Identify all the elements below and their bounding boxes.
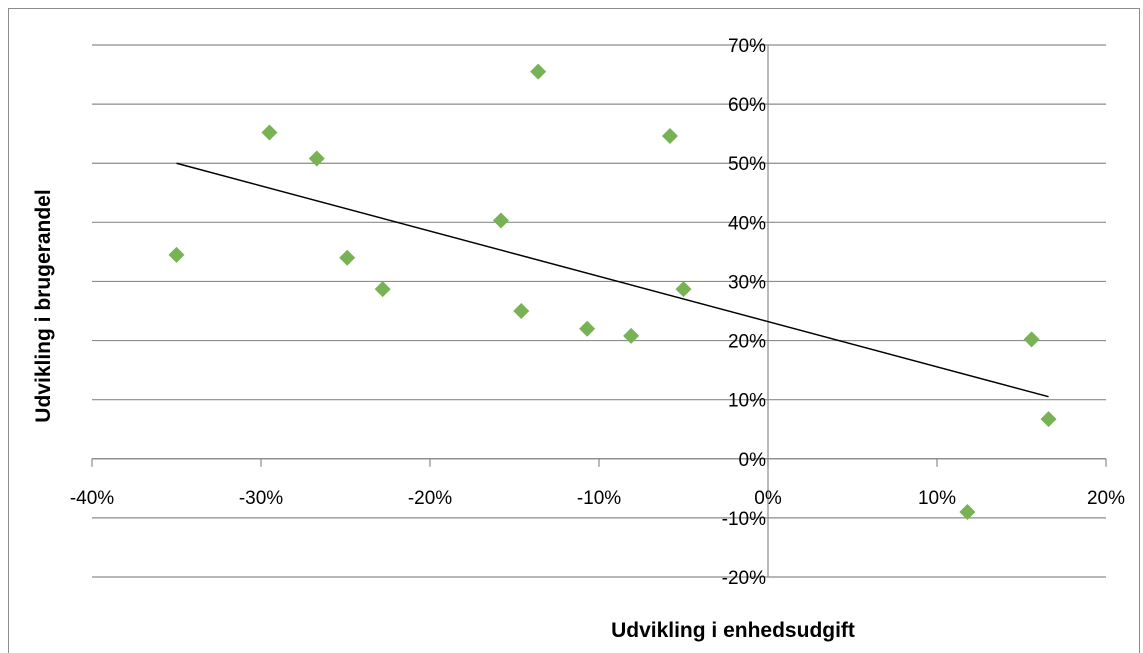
x-tick-label: -20% (408, 488, 452, 509)
data-point (959, 503, 976, 520)
x-tick-label: -30% (239, 488, 283, 509)
y-tick-label: -10% (722, 509, 766, 530)
y-tick-label: 30% (728, 272, 766, 293)
data-point (374, 281, 391, 298)
data-points (168, 63, 1057, 520)
data-point (168, 246, 185, 263)
y-tick-label: 40% (728, 213, 766, 234)
x-axis-title: Udvikling i enhedsudgift (611, 619, 855, 642)
x-tick-label: -10% (577, 488, 621, 509)
x-tick-label: 10% (918, 488, 956, 509)
data-point (492, 212, 509, 229)
x-tick-label: 20% (1087, 488, 1125, 509)
data-point (675, 281, 692, 298)
trendline (176, 162, 1049, 398)
x-tick-label: -40% (70, 488, 114, 509)
x-tick-label: 0% (754, 488, 782, 509)
y-tick-label: -20% (722, 568, 766, 589)
y-tick-label: 20% (728, 332, 766, 353)
data-point (1040, 411, 1057, 428)
y-tick-label: 0% (739, 450, 767, 471)
data-point (579, 320, 596, 337)
data-point (661, 128, 678, 145)
y-tick-label: 50% (728, 154, 766, 175)
y-tick-labels: 70% 60% 50% 40% 30% 20% 10% 0% -10% -20% (722, 36, 766, 589)
x-tick-labels: -40% -30% -20% -10% 0% 10% 20% (70, 488, 1125, 509)
y-tick-label: 10% (728, 391, 766, 412)
data-point (339, 249, 356, 266)
data-point (623, 327, 640, 344)
y-tick-label: 70% (728, 36, 766, 57)
y-axis-title: Udvikling i brugerandel (32, 189, 55, 422)
trendline-group (176, 162, 1049, 398)
chart-frame (8, 8, 1140, 653)
data-point (261, 124, 278, 141)
data-point (530, 63, 547, 80)
y-tick-label: 60% (728, 95, 766, 116)
axes (91, 45, 1107, 577)
data-point (308, 150, 325, 167)
data-point (513, 303, 530, 319)
data-point (1023, 331, 1040, 348)
